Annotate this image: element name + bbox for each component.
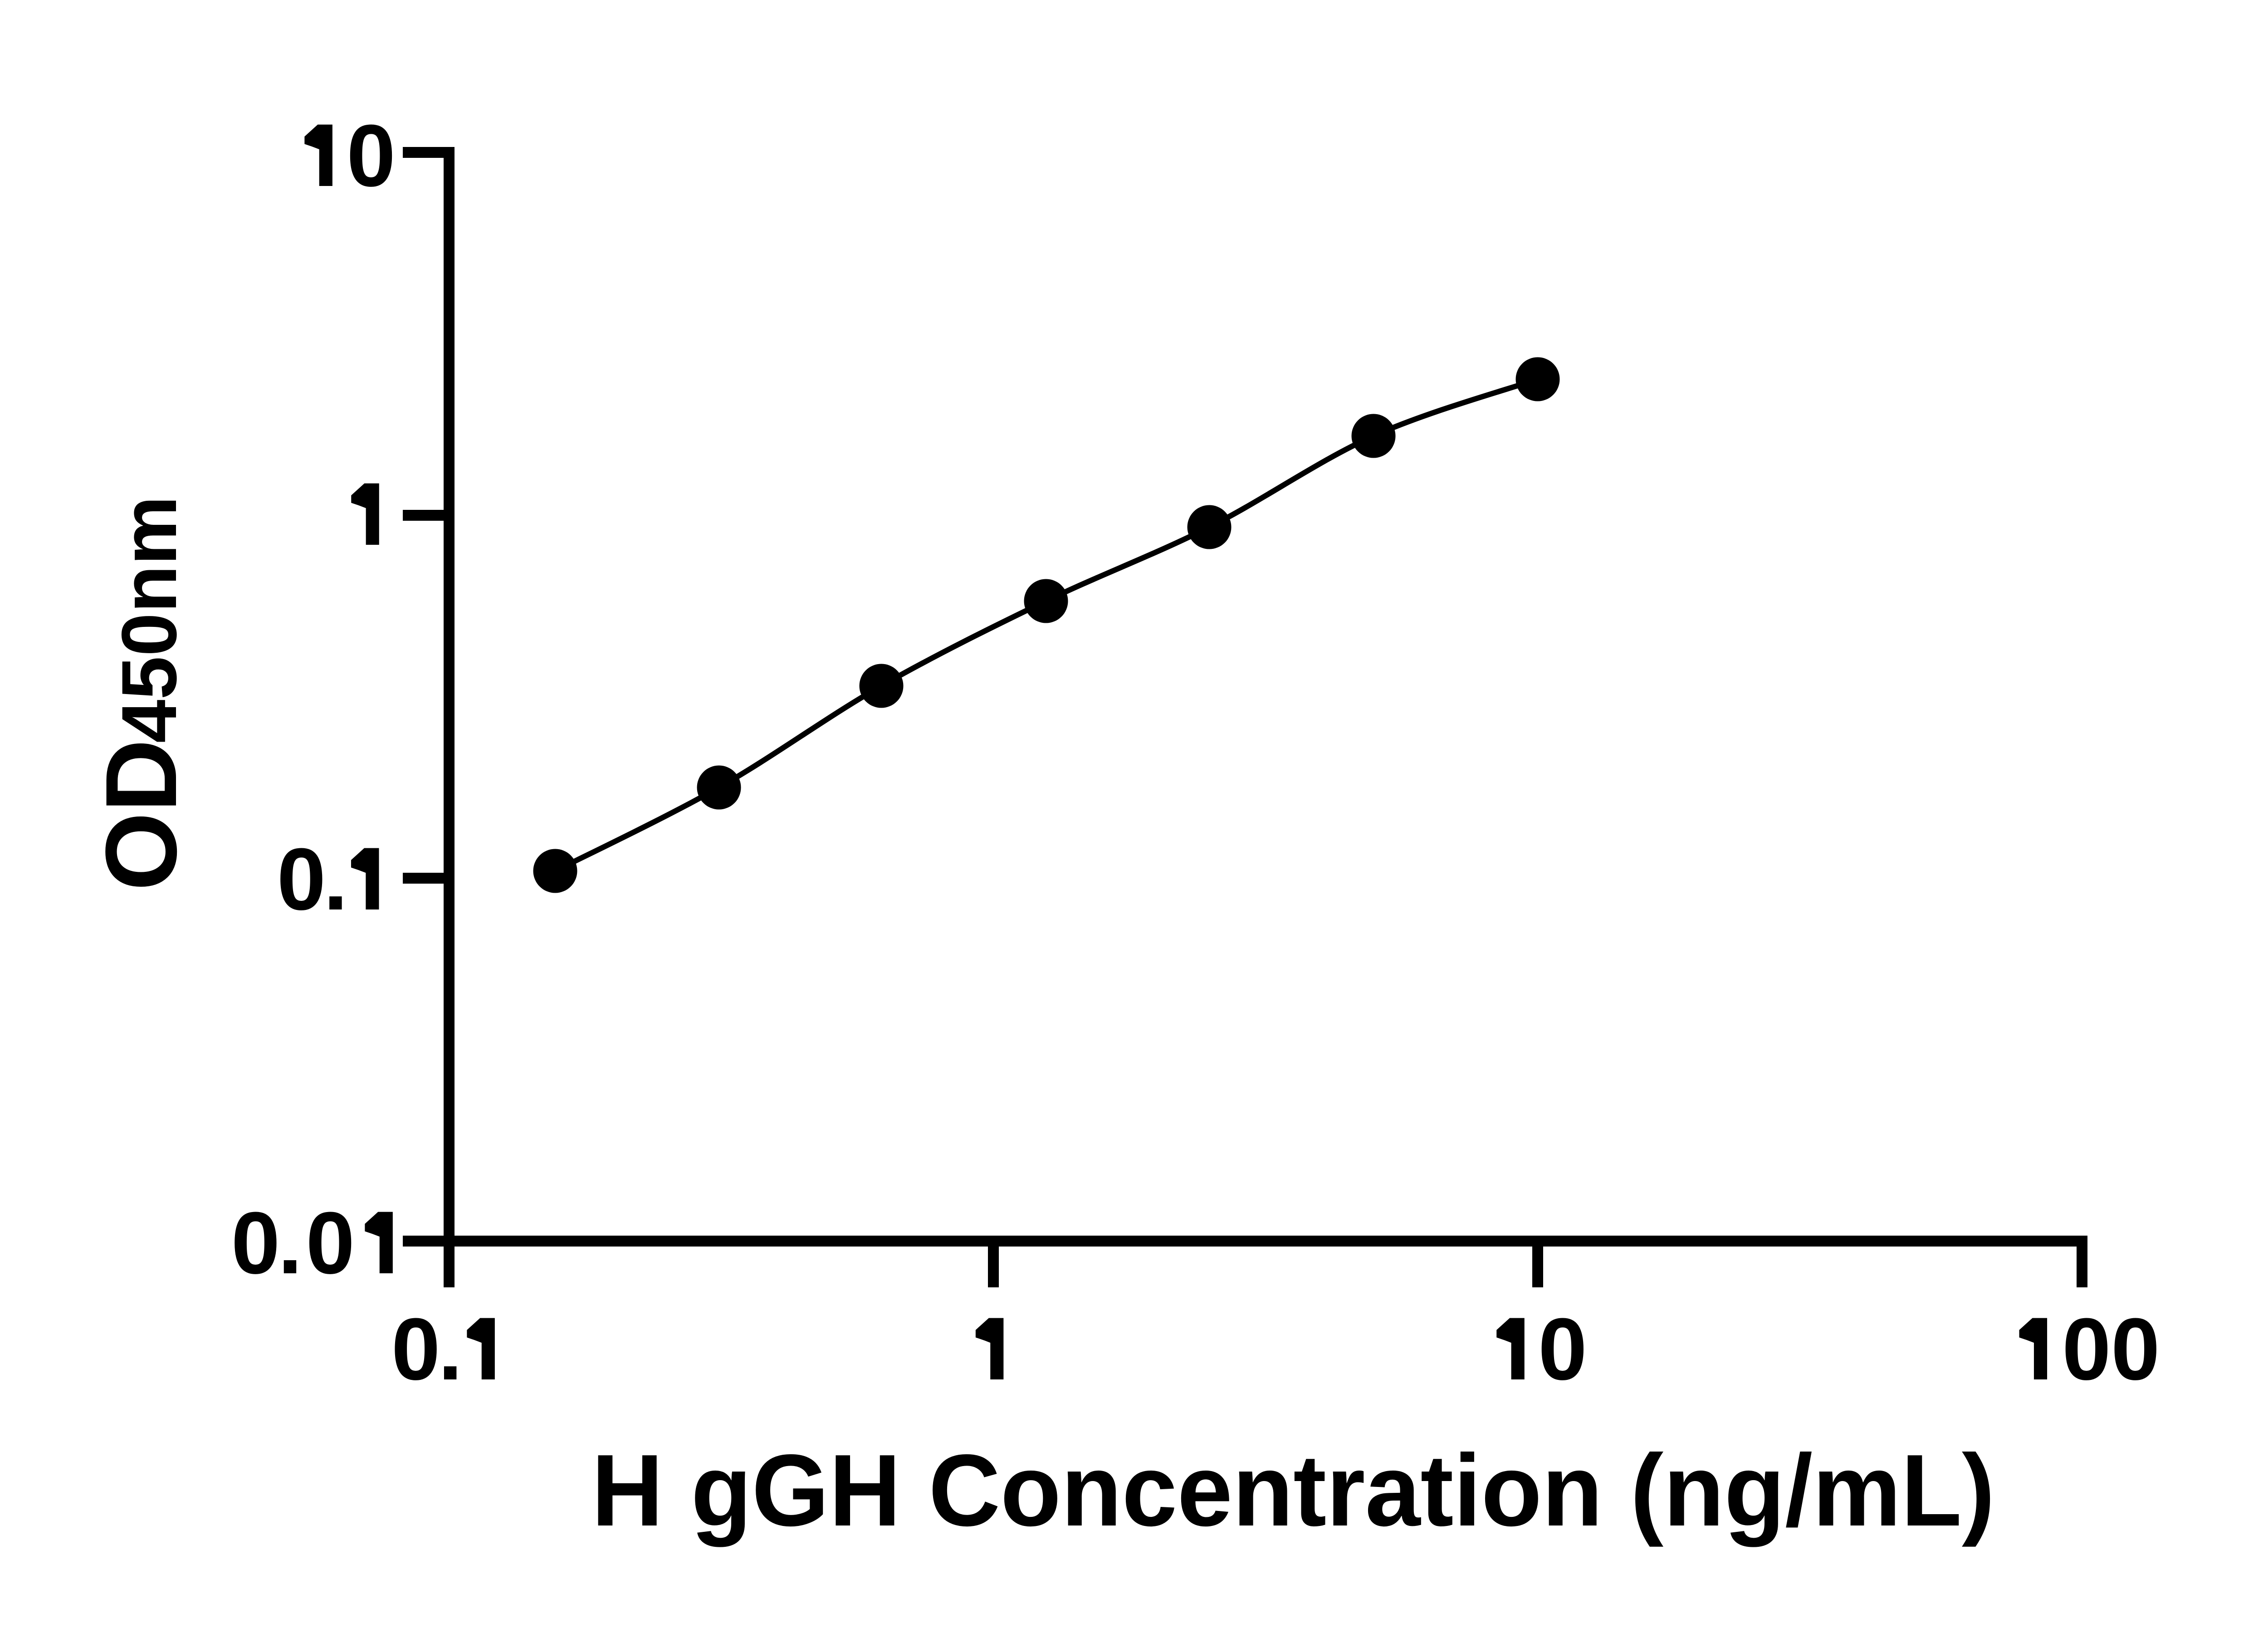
svg-text:.: . [438, 1300, 463, 1398]
svg-text:0: 0 [306, 1194, 355, 1292]
svg-text:0: 0 [231, 1194, 280, 1292]
svg-text:H gGH Concentration (ng/mL): H gGH Concentration (ng/mL) [591, 1433, 1995, 1547]
svg-text:0: 0 [1538, 1300, 1587, 1398]
svg-text:450nm: 450nm [106, 496, 193, 743]
svg-text:0: 0 [347, 107, 396, 205]
svg-text:0: 0 [277, 830, 326, 929]
svg-text:0: 0 [391, 1300, 440, 1398]
svg-text:.: . [323, 830, 348, 929]
svg-text:00: 00 [2062, 1300, 2160, 1398]
svg-text:.: . [278, 1194, 303, 1292]
svg-text:OD: OD [85, 739, 198, 891]
